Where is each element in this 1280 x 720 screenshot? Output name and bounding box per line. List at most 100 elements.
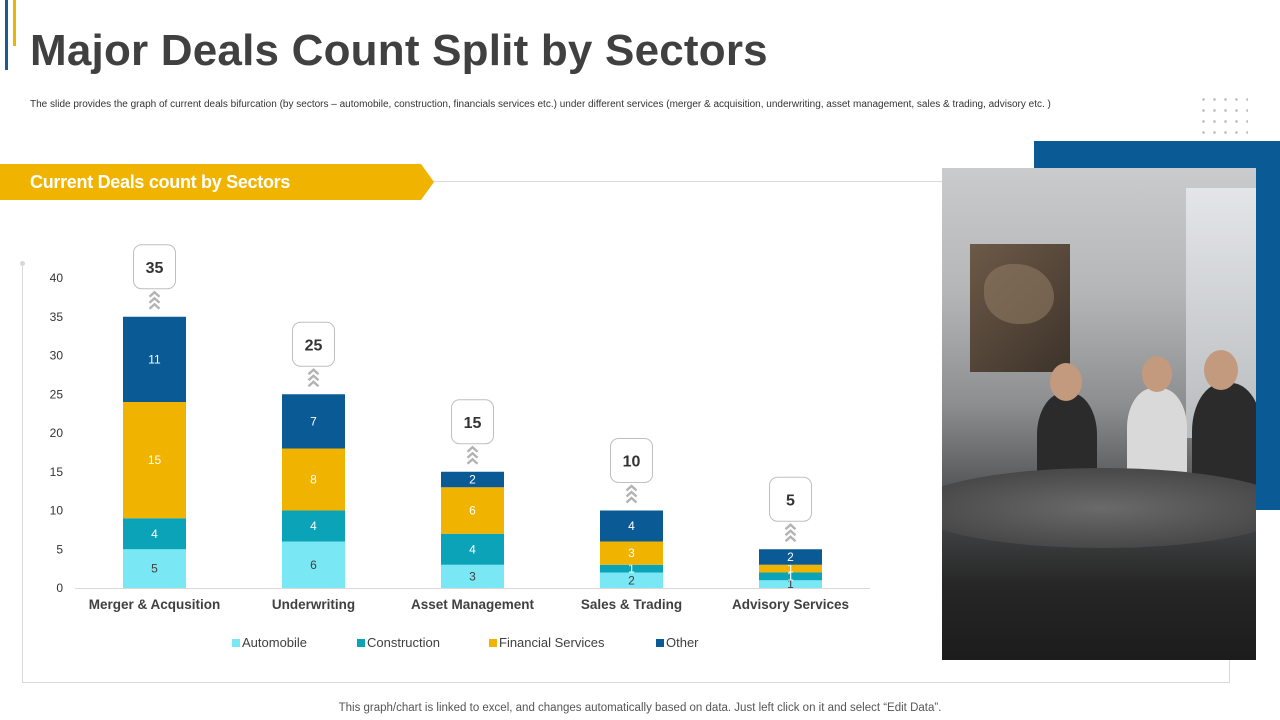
total-label: 15 <box>464 415 482 432</box>
total-callout-box <box>292 321 335 367</box>
y-tick-label: 40 <box>50 271 64 285</box>
bar-segment <box>441 533 504 565</box>
data-label: 3 <box>469 569 476 583</box>
legend-swatch <box>656 639 664 647</box>
data-label: 1 <box>787 569 794 583</box>
data-label: 2 <box>787 550 794 564</box>
page-title: Major Deals Count Split by Sectors <box>30 26 768 75</box>
y-tick-label: 10 <box>50 504 64 518</box>
bar-segment <box>282 448 345 511</box>
data-label: 4 <box>151 527 158 541</box>
total-callout-box <box>610 438 653 483</box>
person-head <box>1142 356 1172 392</box>
total-label: 35 <box>146 260 164 277</box>
x-tick-label: Advisory Services <box>732 597 849 612</box>
chevron-up-icon <box>307 374 320 382</box>
bar-segment <box>123 316 186 402</box>
total-callout-box <box>769 476 812 522</box>
y-tick-label: 15 <box>50 465 64 479</box>
data-label: 4 <box>310 519 317 533</box>
chevron-up-icon <box>307 380 320 388</box>
bar-segment <box>600 510 663 542</box>
x-tick-label: Sales & Trading <box>581 597 682 612</box>
bar-segment <box>441 564 504 588</box>
data-label: 5 <box>151 562 158 576</box>
bar-segment <box>600 572 663 588</box>
bar-segment <box>759 549 822 565</box>
bar-segment <box>282 394 345 449</box>
y-tick-label: 25 <box>50 387 64 401</box>
chevron-up-icon <box>148 302 161 310</box>
bar-segment <box>441 471 504 488</box>
chevron-up-icon <box>784 535 797 543</box>
data-label: 3 <box>628 546 635 560</box>
chevron-up-icon <box>625 490 638 498</box>
section-banner-label: Current Deals count by Sectors <box>30 172 291 192</box>
title-accent-gold <box>13 0 16 46</box>
y-tick-label: 20 <box>50 426 64 440</box>
bar-segment <box>600 541 663 565</box>
x-tick-label: Merger & Acqusition <box>89 597 221 612</box>
title-accent-blue <box>5 0 8 70</box>
data-label: 1 <box>628 562 635 576</box>
wall-map <box>970 244 1070 372</box>
chevron-up-icon <box>784 523 797 531</box>
data-label: 2 <box>469 473 476 487</box>
chart-frame-bottom <box>22 682 1230 683</box>
total-label: 5 <box>786 492 795 509</box>
footnote: This graph/chart is linked to excel, and… <box>338 702 942 714</box>
bar-segment <box>282 541 345 588</box>
chevron-up-icon <box>307 368 320 376</box>
chevron-up-icon <box>466 445 479 453</box>
y-tick-label: 5 <box>56 542 63 556</box>
banner-divider-line <box>430 181 950 182</box>
chart-frame-left <box>22 262 23 682</box>
chart-frame-right <box>1229 660 1230 683</box>
legend-swatch <box>489 639 497 647</box>
y-tick-label: 0 <box>56 581 63 595</box>
bar-segment <box>123 402 186 519</box>
data-label: 6 <box>310 558 317 572</box>
y-tick-label: 30 <box>50 349 64 363</box>
chevron-up-icon <box>466 457 479 465</box>
chevron-up-icon <box>625 496 638 504</box>
chevron-up-icon <box>784 529 797 537</box>
bar-segment <box>759 580 822 588</box>
bar-segment <box>441 487 504 534</box>
data-label: 1 <box>787 562 794 576</box>
legend-label: Construction <box>367 635 440 650</box>
bar-segment <box>282 510 345 542</box>
total-label: 25 <box>305 337 323 354</box>
chart-frame-dot <box>20 261 25 266</box>
person-head <box>1204 350 1238 390</box>
legend-swatch <box>357 639 365 647</box>
person-head <box>1050 363 1082 401</box>
data-label: 4 <box>469 542 476 556</box>
legend-label: Financial Services <box>499 635 605 650</box>
bar-segment <box>759 572 822 581</box>
bar-segment <box>759 564 822 573</box>
data-label: 11 <box>148 352 161 366</box>
chevron-up-icon <box>148 296 161 304</box>
section-banner: Current Deals count by Sectors <box>0 164 434 200</box>
bar-segment <box>123 549 186 588</box>
data-label: 15 <box>148 453 162 467</box>
x-tick-label: Underwriting <box>272 597 355 612</box>
bar-segment <box>123 518 186 550</box>
legend-label: Other <box>666 635 699 650</box>
legend-label: Automobile <box>242 635 307 650</box>
chevron-up-icon <box>466 451 479 459</box>
total-callout-box <box>451 399 494 445</box>
legend-swatch <box>232 639 240 647</box>
data-label: 8 <box>310 473 317 487</box>
data-label: 6 <box>469 504 476 518</box>
x-tick-label: Asset Management <box>411 597 535 612</box>
chevron-up-icon <box>625 484 638 492</box>
meeting-table <box>942 468 1256 548</box>
bar-segment <box>600 564 663 573</box>
data-label: 4 <box>628 519 635 533</box>
data-label: 7 <box>310 414 317 428</box>
total-callout-box <box>133 244 176 290</box>
data-label: 2 <box>628 573 635 587</box>
